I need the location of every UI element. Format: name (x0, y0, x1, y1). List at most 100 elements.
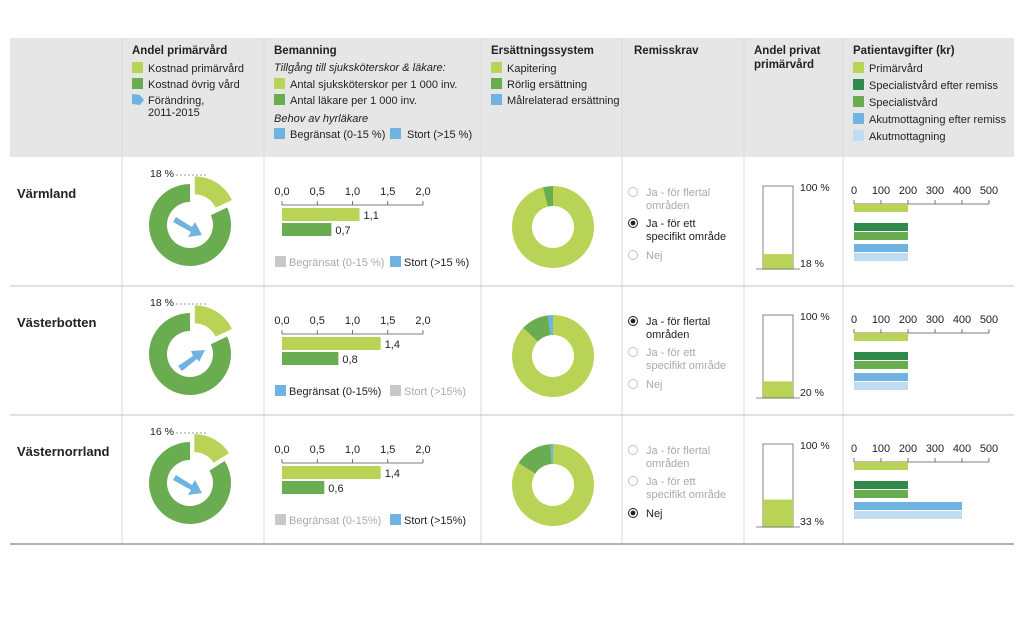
radio-label: Nej (646, 508, 663, 520)
legend-swatch (853, 79, 864, 90)
bar-sjukskoterskor (282, 337, 381, 350)
legend-swatch (390, 128, 401, 139)
legend-label: Förändring, (148, 95, 204, 107)
legend-label: Begränsat (0-15 %) (290, 129, 385, 141)
comp-slice-kapitering (512, 444, 594, 526)
legend-label: Antal sjuksköterskor per 1 000 inv. (290, 79, 457, 91)
need-label: Stort (>15 %) (404, 257, 469, 269)
radio-button[interactable] (628, 250, 638, 260)
legend-swatch (853, 130, 864, 141)
pie-share-label: 18 % (150, 168, 174, 180)
legend-label: Målrelaterad ersättning (507, 95, 620, 107)
axis-tick-label: 0,0 (274, 315, 289, 327)
axis-tick-label: 0,5 (310, 444, 325, 456)
region-name: Värmland (17, 186, 76, 201)
legend-label: Kostnad övrig vård (148, 79, 240, 91)
remiss-option[interactable]: Nej (628, 250, 663, 262)
change-arrow-icon (173, 217, 202, 237)
axis-tick-label: 200 (899, 185, 917, 197)
axis-tick-label: 1,5 (380, 315, 395, 327)
axis-tick-label: 200 (899, 314, 917, 326)
axis-tick-label: 100 (872, 443, 890, 455)
remiss-option[interactable]: Nej (628, 508, 663, 520)
private-share-fill (763, 254, 793, 269)
private-share-fill (763, 381, 793, 398)
legend-swatch (853, 113, 864, 124)
radio-label: Nej (646, 379, 663, 391)
axis-tick-label: 0,5 (310, 315, 325, 327)
fee-bar-akutmottagning (854, 511, 962, 519)
pie-slice-ovrig-vard (148, 442, 231, 524)
fee-bar-akutmottagning (854, 253, 908, 261)
radio-button[interactable] (628, 445, 638, 455)
bar-value-label: 1,1 (364, 210, 379, 222)
axis-tick-label: 2,0 (415, 315, 430, 327)
bar-lakare (282, 352, 339, 365)
radio-label: områden (646, 458, 689, 470)
legend-label: Primärvård (869, 63, 923, 75)
max-label: 100 % (800, 311, 830, 323)
bar-sjukskoterskor (282, 466, 381, 479)
radio-button[interactable] (628, 187, 638, 197)
pie-slice-primarvard (194, 434, 229, 463)
need-swatch (275, 385, 286, 396)
comp-slice-rorlig ersattning (518, 444, 552, 474)
legend-label: Antal läkare per 1 000 inv. (290, 95, 417, 107)
radio-label: specifikt område (646, 231, 726, 243)
header-subtitle: Tillgång till sjuksköterskor & läkare: (274, 62, 446, 74)
pie-slice-ovrig-vard (149, 313, 231, 395)
radio-button[interactable] (628, 347, 638, 357)
bar-lakare (282, 481, 325, 494)
radio-dot (630, 510, 636, 516)
fee-bar-specialistvard (854, 232, 908, 240)
radio-label: Ja - för flertal (646, 187, 710, 199)
axis-tick-label: 1,0 (345, 315, 360, 327)
fee-bar-akutmottagning-efter-remiss (854, 244, 908, 252)
fee-bar-specialistvard (854, 361, 908, 369)
axis-tick-label: 400 (953, 443, 971, 455)
bar-value-label: 1,4 (385, 339, 400, 351)
remiss-option[interactable]: Nej (628, 379, 663, 391)
legend-label: Akutmottagning efter remiss (869, 114, 1006, 126)
radio-button[interactable] (628, 476, 638, 486)
fee-bar-specialistvard-efter-remiss (854, 481, 908, 489)
bar-value-label: 0,6 (328, 483, 343, 495)
axis-tick-label: 500 (980, 443, 998, 455)
axis-tick-label: 300 (926, 185, 944, 197)
need-swatch (390, 385, 401, 396)
header-patientavgifter: Patientavgifter (kr) (853, 45, 955, 57)
region-name: Västerbotten (17, 315, 97, 330)
bar-value-label: 0,8 (342, 354, 357, 366)
legend-label: Kostnad primärvård (148, 63, 244, 75)
radio-label: Ja - för flertal (646, 316, 710, 328)
private-share-label: 33 % (800, 516, 824, 528)
axis-tick-label: 2,0 (415, 186, 430, 198)
legend-label: Specialistvård efter remiss (869, 80, 998, 92)
comp-slice-malrelaterad ersattning (550, 444, 553, 465)
fee-bar-specialistvard-efter-remiss (854, 223, 908, 231)
axis-tick-label: 0 (851, 185, 857, 197)
axis-tick-label: 400 (953, 314, 971, 326)
need-label: Begränsat (0-15%) (289, 386, 381, 398)
comp-slice-malrelaterad ersattning (547, 315, 553, 336)
axis-tick-label: 300 (926, 314, 944, 326)
legend-swatch (132, 78, 143, 89)
axis-tick-label: 1,0 (345, 186, 360, 198)
legend-swatch (491, 62, 502, 73)
axis-tick-label: 300 (926, 443, 944, 455)
need-label: Begränsat (0-15%) (289, 515, 381, 527)
radio-label: områden (646, 329, 689, 341)
need-swatch (390, 256, 401, 267)
need-label: Stort (>15%) (404, 515, 466, 527)
radio-button[interactable] (628, 379, 638, 389)
bar-lakare (282, 223, 332, 236)
axis-tick-label: 0,0 (274, 444, 289, 456)
fee-bar-akutmottagning (854, 382, 908, 390)
legend-swatch (274, 78, 285, 89)
